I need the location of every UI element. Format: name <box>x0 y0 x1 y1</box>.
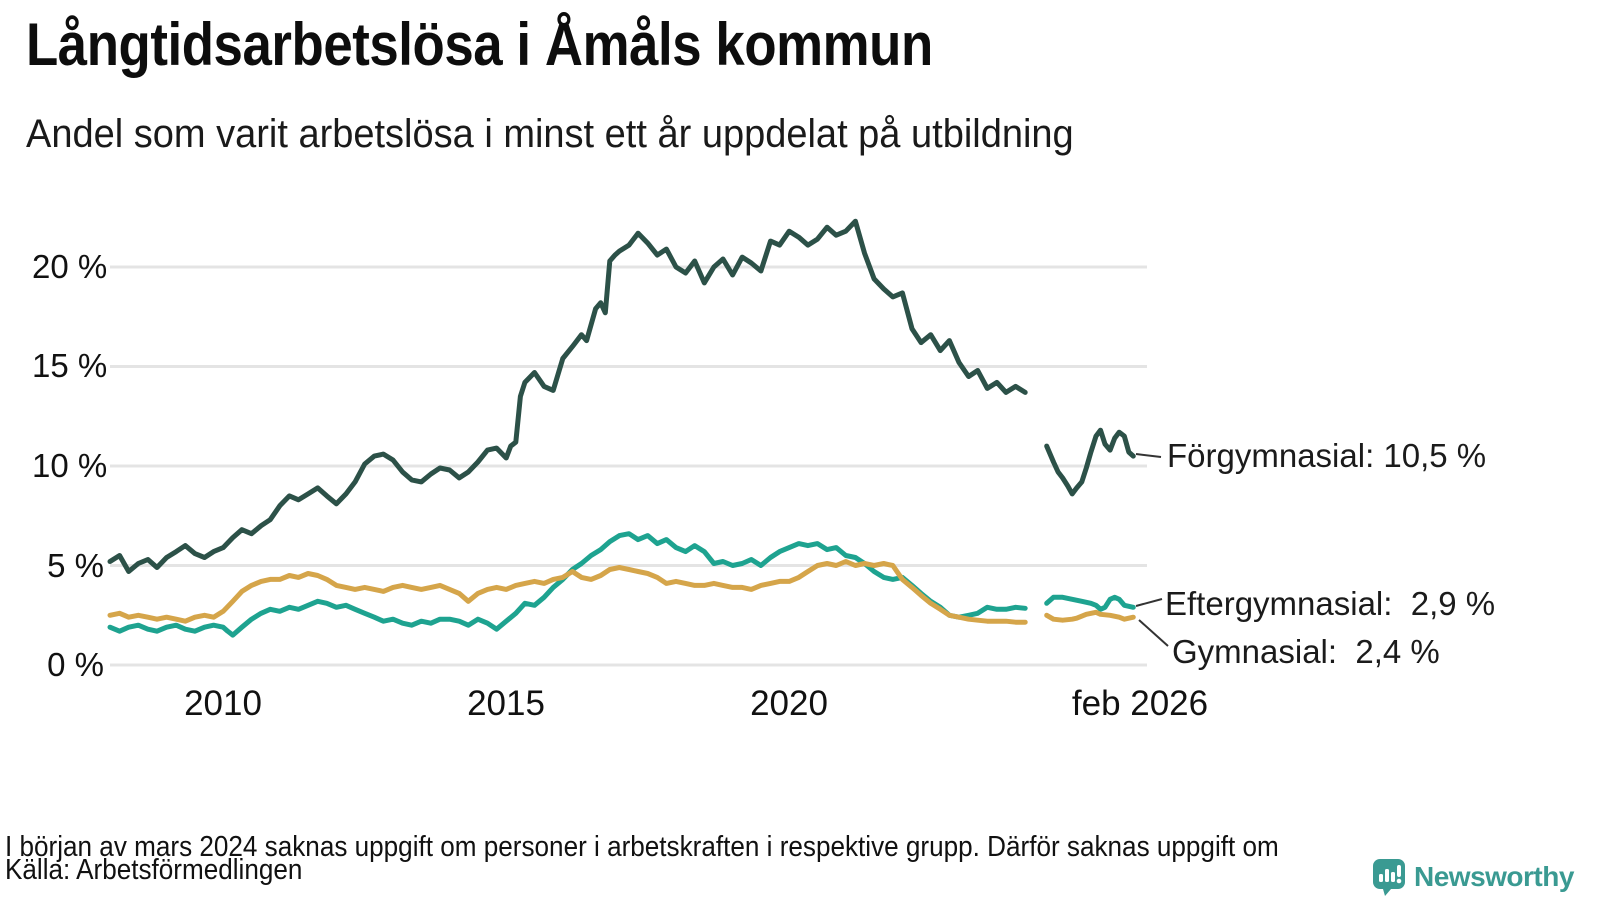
footnote: I början av mars 2024 saknas uppgift om … <box>5 762 1279 900</box>
series-line-gymnasial-seg1 <box>1044 609 1136 623</box>
page-subtitle: Andel som varit arbetslösa i minst ett å… <box>26 112 1074 156</box>
annotation-connector-0 <box>1135 453 1162 458</box>
x-axis-tick-2020: 2020 <box>750 684 828 723</box>
y-axis-tick-0: 0 % <box>47 646 104 683</box>
y-axis-tick-5: 5 % <box>47 547 104 584</box>
footnote-line-1: I början av mars 2024 saknas uppgift om … <box>5 831 1279 863</box>
y-axis-tick-15: 15 % <box>32 347 108 384</box>
newsworthy-logo-icon <box>1373 859 1405 896</box>
newsworthy-logo: Newsworthy <box>1372 858 1574 896</box>
y-axis-tick-20: 20 % <box>32 248 108 285</box>
y-axis-tick-10: 10 % <box>32 447 108 484</box>
series-line-eftergymnasial-seg0 <box>107 531 1028 638</box>
series-line-förgymnasial-seg1 <box>1044 427 1136 497</box>
x-axis-tick-feb-2026: feb 2026 <box>1071 684 1209 723</box>
x-axis-tick-2015: 2015 <box>467 684 545 723</box>
page-title: Långtidsarbetslösa i Åmåls kommun <box>26 11 933 78</box>
series-line-förgymnasial-seg0 <box>107 218 1028 574</box>
series-label-eftergymnasial: Eftergymnasial: 2,9 % <box>1165 585 1496 622</box>
x-axis-tick-2010: 2010 <box>184 684 262 723</box>
series-line-gymnasial-seg0 <box>107 559 1028 625</box>
annotation-connector-1 <box>1135 598 1163 607</box>
newsworthy-logo-text: Newsworthy <box>1414 861 1574 892</box>
series-label-gymnasial: Gymnasial: 2,4 % <box>1172 633 1440 670</box>
series-line-eftergymnasial-seg1 <box>1044 594 1136 612</box>
source-text: Källa: Arbetsförmedlingen <box>5 854 303 886</box>
series-label-forgymnasial: Förgymnasial: 10,5 % <box>1167 437 1487 474</box>
annotation-connector-2 <box>1138 619 1169 647</box>
